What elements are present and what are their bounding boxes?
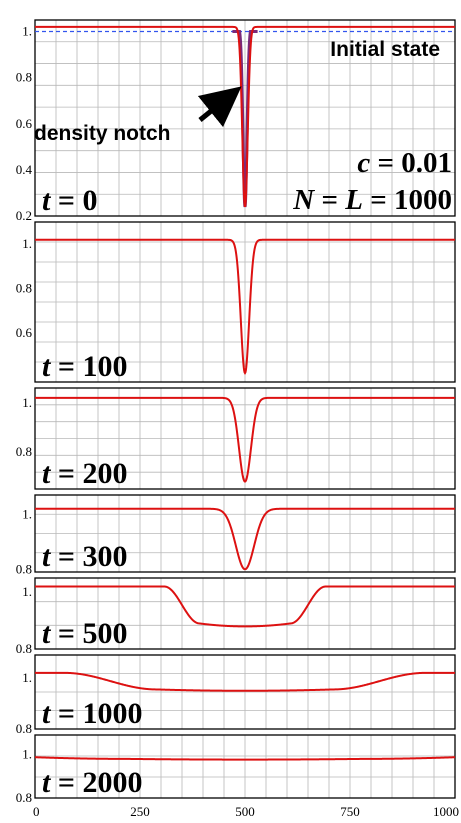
- panel-5: 0.8 1. t = 1000: [16, 654, 456, 736]
- y-tick-label: 0.8: [16, 641, 32, 656]
- y-tick-label: 1.: [22, 236, 32, 251]
- panel-6: 0.8 1. t = 2000: [16, 734, 456, 805]
- series-line: [35, 396, 455, 483]
- time-label: t = 100: [42, 350, 127, 383]
- x-tick-label: 750: [340, 804, 360, 819]
- time-label: t = 500: [42, 617, 127, 650]
- panel-2: 0.8 1. t = 200: [16, 387, 456, 490]
- panel-frame: [34, 19, 456, 217]
- time-label: t = 300: [42, 540, 127, 573]
- y-tick-label: 0.2: [16, 208, 32, 223]
- y-tick-label: 1.: [22, 670, 32, 685]
- x-tick-label: 250: [130, 804, 150, 819]
- x-tick-label: 500: [235, 804, 255, 819]
- x-tick-label: 1000: [433, 804, 459, 819]
- y-tick-label: 1.: [22, 584, 32, 599]
- panel-frame: [34, 494, 456, 573]
- density-notch-arrow: [197, 86, 242, 128]
- series-line: [35, 671, 455, 692]
- y-tick-label: 1.: [22, 747, 32, 762]
- panel-4: 0.8 1. t = 500: [16, 577, 456, 656]
- x-tick-label: 0: [33, 804, 40, 819]
- panel-frame: [34, 387, 456, 490]
- y-tick-label: 0.6: [16, 116, 33, 131]
- panel-frame: [34, 734, 456, 799]
- grid: [35, 222, 455, 382]
- time-label: t = 2000: [42, 766, 142, 799]
- panel-frame: [34, 654, 456, 730]
- y-tick-label: 0.6: [16, 325, 33, 340]
- y-tick-label: 0.8: [16, 70, 32, 85]
- y-tick-label: 0.8: [16, 790, 32, 805]
- param-label: N = L = 1000: [292, 184, 452, 216]
- y-tick-label: 0.8: [16, 444, 32, 459]
- series-line: [35, 238, 455, 376]
- y-tick-label: 0.4: [16, 162, 33, 177]
- x-axis-ticks: 0 250 500 750 1000: [33, 804, 459, 819]
- density-notch-label: density notch: [34, 122, 171, 145]
- panel-frame: [34, 577, 456, 650]
- initial-state-label: Initial state: [330, 38, 440, 61]
- panel-frame: [34, 221, 456, 383]
- series-line: [35, 585, 455, 628]
- grid: [35, 655, 455, 729]
- series-line: [35, 507, 455, 571]
- y-tick-label: 1.: [22, 24, 32, 39]
- grid: [35, 20, 455, 216]
- param-label: c = 0.01: [357, 147, 452, 179]
- time-label: t = 200: [42, 457, 127, 490]
- time-label: t = 1000: [42, 697, 142, 730]
- y-tick-label: 1.: [22, 506, 32, 521]
- y-tick-label: 0.8: [16, 561, 32, 576]
- series-line: [34, 756, 456, 761]
- grid: [35, 388, 455, 489]
- series-line: [35, 25, 455, 207]
- grid: [35, 578, 455, 649]
- y-tick-label: 0.8: [16, 281, 32, 296]
- y-tick-label: 1.: [22, 395, 32, 410]
- time-label: t = 0: [42, 184, 97, 217]
- grid: [35, 735, 455, 798]
- panel-0: 0.2 0.4 0.6 0.8 1. t = 0 Initial state density …: [16, 19, 456, 223]
- panel-1: 0.6 0.8 1. t = 100: [16, 221, 456, 383]
- y-tick-label: 0.8: [16, 721, 32, 736]
- panel-3: 0.8 1. t = 300: [16, 494, 456, 576]
